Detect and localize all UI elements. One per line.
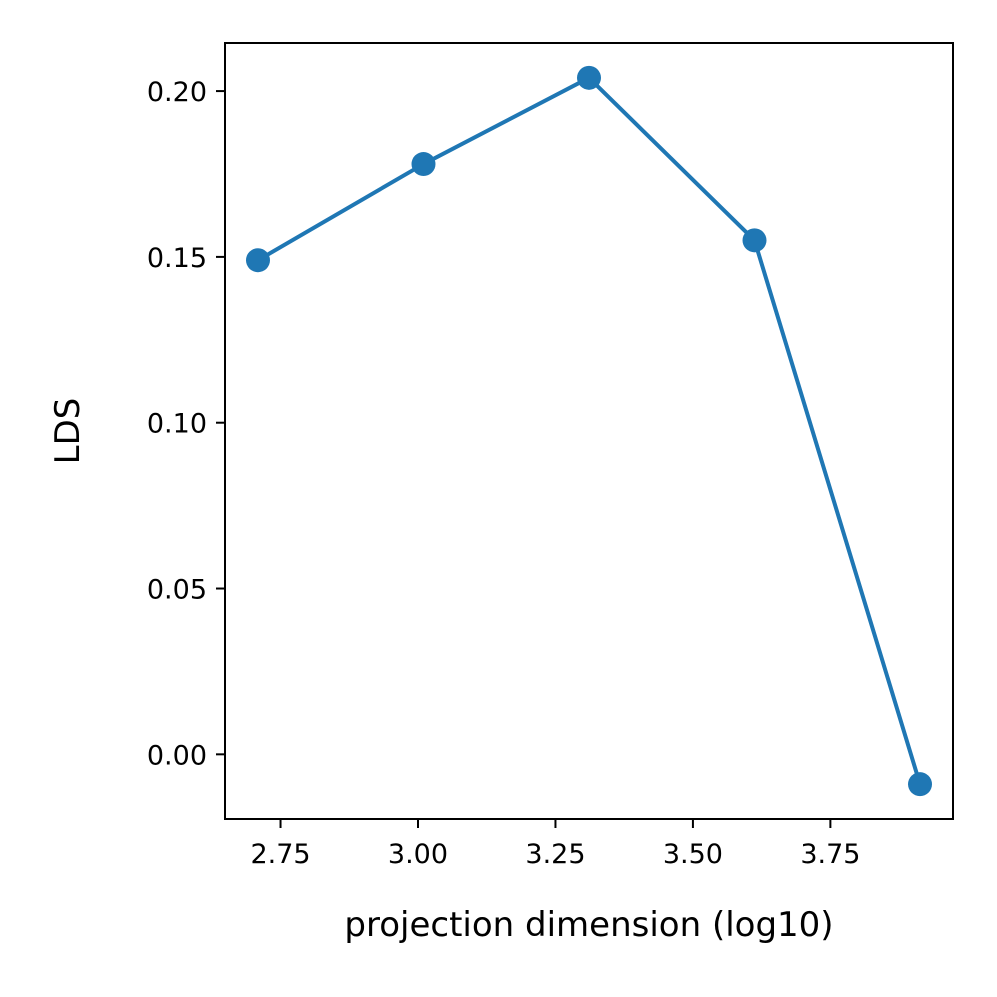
x-tick-label: 2.75 [250,839,310,870]
x-tick-label: 3.50 [663,839,723,870]
y-axis: 0.00 0.05 0.10 0.15 0.20 [147,77,225,771]
data-point [742,228,767,253]
x-tick-label: 3.75 [800,839,860,870]
data-point [908,772,933,797]
plot-background [225,43,953,819]
y-tick-label: 0.20 [147,77,207,108]
x-axis-label: projection dimension (log10) [344,905,833,945]
y-tick-label: 0.00 [147,740,207,771]
data-point [245,248,270,273]
y-tick-label: 0.05 [147,575,207,606]
data-point [577,65,601,90]
x-tick-label: 3.00 [388,839,448,870]
plot-frame [224,42,954,820]
y-axis-label: LDS [48,398,88,465]
series-layer [245,65,933,797]
data-point [411,152,436,177]
y-tick-label: 0.15 [147,243,207,274]
x-tick-label: 3.25 [525,839,585,870]
x-axis: 2.75 3.00 3.25 3.50 3.75 [250,819,860,870]
y-tick-label: 0.10 [147,409,207,440]
